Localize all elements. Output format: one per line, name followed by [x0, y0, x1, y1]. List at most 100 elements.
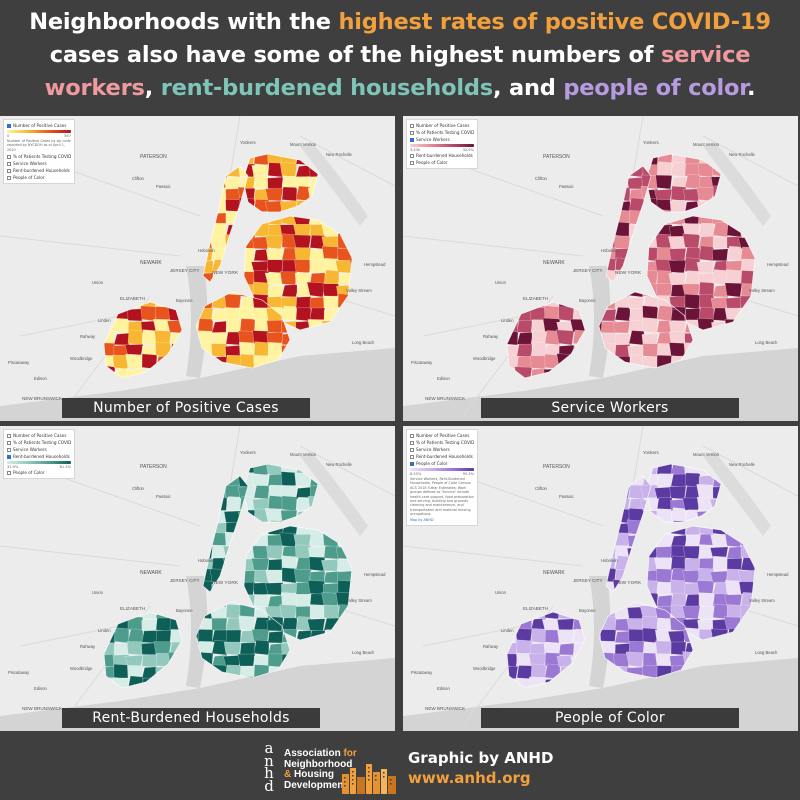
map-label-passaic: Passaic	[156, 184, 171, 189]
map-label-new-york: NEW YORK	[615, 270, 642, 276]
zip-region	[251, 164, 270, 178]
layer-checkbox[interactable]	[7, 154, 11, 159]
legend-layer-toggle[interactable]: Number of Positive Cases	[410, 122, 474, 129]
road-line	[0, 545, 181, 567]
zip-region	[267, 520, 284, 522]
map-panel-rent-burdened[interactable]: PATERSON NEWARK JERSEY CITY NEW YORK ELIZABE…	[0, 426, 395, 731]
legend-layer-toggle[interactable]: Rent-burdened Households	[7, 167, 71, 174]
layer-checkbox[interactable]	[410, 130, 414, 135]
zip-region	[641, 333, 659, 346]
zip-region	[684, 173, 701, 190]
zip-region	[267, 558, 284, 572]
map-label-jersey-city: JERSEY CITY	[573, 268, 603, 273]
zip-region	[656, 161, 673, 178]
map-label-newark: NEWARK	[140, 260, 162, 266]
map-label-hempstead: Hempstead	[767, 262, 789, 267]
zip-region	[264, 508, 284, 522]
map-label-paterson: PATERSON	[543, 154, 570, 160]
zip-region	[251, 557, 270, 572]
layer-label: Service Workers	[13, 161, 47, 167]
map-label-union: Union	[92, 280, 104, 285]
color-ramp	[410, 144, 474, 147]
road-line	[19, 315, 121, 337]
layer-checkbox[interactable]	[7, 175, 11, 180]
zip-region	[725, 269, 743, 286]
zip-region	[642, 366, 659, 368]
legend-layer-toggle[interactable]: Number of Positive Cases	[7, 122, 71, 129]
zip-region	[224, 293, 242, 310]
zip-region	[306, 281, 326, 298]
zip-region	[323, 269, 340, 286]
zip-region	[712, 248, 729, 262]
zip-region	[670, 185, 687, 202]
headline-part2: cases also have some of the highest numb…	[49, 42, 661, 68]
zip-region	[253, 520, 270, 522]
layer-checkbox[interactable]	[7, 161, 11, 166]
legend-layer-toggle[interactable]: People of Color	[410, 159, 474, 166]
legend-layer-toggle[interactable]: People of Color	[7, 174, 71, 181]
zip-region	[642, 343, 659, 358]
map-label-clifton: Clifton	[535, 176, 548, 181]
zip-region	[669, 199, 687, 212]
layer-label: Rent-burdened Households	[13, 168, 70, 174]
map-label-woodbridge: Woodbridge	[70, 356, 93, 361]
map-label-piscataway: Piscataway	[8, 360, 30, 365]
upper-bay-water	[589, 266, 611, 378]
zip-region	[264, 272, 284, 286]
layer-label: Rent-burdened Households	[416, 153, 473, 158]
road-line	[422, 315, 524, 337]
layer-checkbox[interactable]	[7, 168, 11, 173]
road-line	[299, 445, 395, 497]
zip-region	[295, 284, 312, 298]
zip-region	[294, 247, 312, 262]
ramp-labels: 0 567	[7, 134, 71, 138]
zip-region	[670, 176, 687, 190]
road-line	[229, 116, 241, 177]
layer-checkbox[interactable]	[410, 137, 414, 142]
zip-region	[558, 306, 575, 322]
legend-note: Number of Positive Cases by zip code rep…	[7, 139, 71, 152]
zip-region	[281, 495, 298, 512]
zip-region	[265, 582, 284, 596]
legend-layer-toggle[interactable]: Service Workers	[410, 136, 474, 143]
zip-region	[309, 259, 326, 274]
headline-part1: Neighborhoods with the	[29, 9, 339, 35]
layer-checkbox[interactable]	[7, 123, 11, 128]
layer-checkbox[interactable]	[410, 160, 414, 165]
borough-outline	[103, 301, 183, 379]
zip-region	[309, 296, 326, 310]
map-label-passaic: Passaic	[559, 184, 574, 189]
road-line	[632, 116, 644, 177]
layer-label: People of Color	[13, 175, 45, 181]
layer-checkbox[interactable]	[410, 123, 414, 128]
color-ramp	[7, 130, 71, 133]
zip-region	[253, 341, 270, 358]
map-panel-service-workers[interactable]: PATERSON NEWARK JERSEY CITY NEW YORK ELIZABE…	[403, 116, 798, 421]
zip-region	[309, 307, 326, 322]
zip-region	[628, 308, 645, 322]
long-island-sound	[300, 142, 368, 226]
zip-region	[253, 594, 270, 608]
zip-region	[516, 343, 533, 358]
zip-region	[669, 248, 687, 262]
zip-region	[267, 176, 284, 190]
zip-region	[555, 329, 575, 346]
map-label-clifton: Clifton	[132, 176, 145, 181]
zip-region	[668, 260, 687, 274]
zip-region	[710, 296, 729, 310]
layer-label: % of Patients Testing COVID Po...	[13, 154, 71, 160]
legend-layer-toggle[interactable]: Service Workers	[7, 160, 71, 167]
zip-region	[614, 307, 631, 322]
ramp-min-label: 0	[7, 134, 10, 138]
layer-checkbox[interactable]	[410, 153, 414, 158]
legend-layer-toggle[interactable]: Rent-burdened Households	[410, 152, 474, 159]
map-label-valley-stream: Valley Stream	[749, 288, 775, 293]
borough-outline	[598, 291, 694, 369]
zip-region	[712, 221, 729, 238]
zip-region	[265, 188, 284, 202]
map-panel-positive-cases[interactable]: PATERSON NEWARK JERSEY CITY NEW YORK ELIZABE…	[0, 116, 395, 421]
legend-layer-toggle[interactable]: % of Patients Testing COVID Po...	[7, 153, 71, 160]
legend-layer-toggle[interactable]: % of Patients Testing COVID Po...	[410, 129, 474, 136]
